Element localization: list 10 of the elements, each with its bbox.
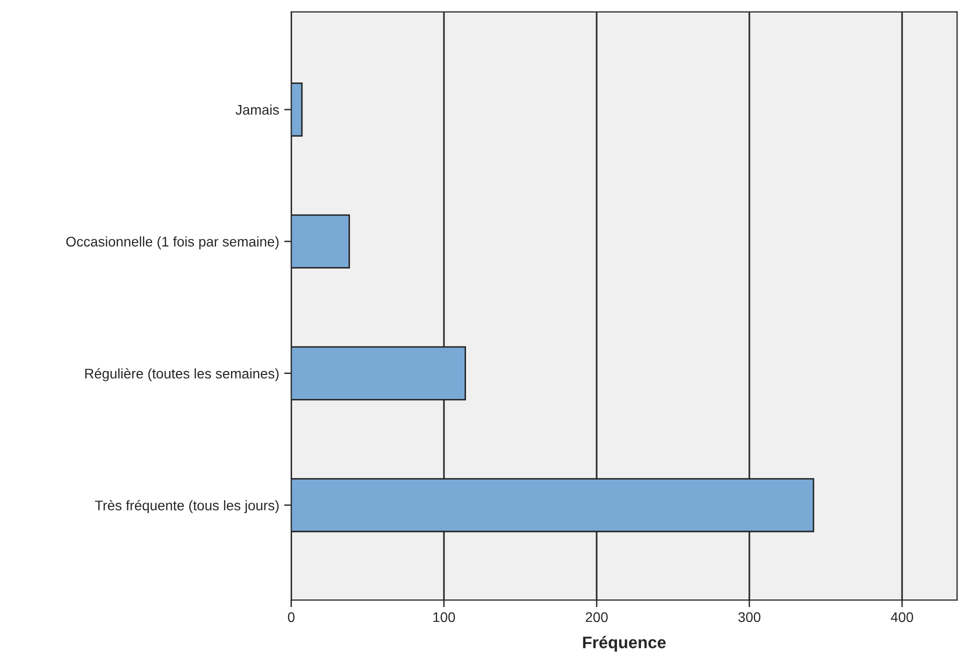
y-tick-label: Jamais	[236, 104, 279, 115]
y-tick-label: Très fréquente (tous les jours)	[95, 500, 279, 514]
x-tick-label: 400	[890, 612, 914, 622]
y-tick-label: Occasionnelle (1 fois par semaine)	[66, 236, 279, 250]
x-tick-label: 0	[288, 612, 295, 622]
x-tick-label: 100	[433, 612, 455, 622]
y-tick-label: Régulière (toutes les semaines)	[85, 368, 279, 382]
x-tick-label: 300	[738, 612, 760, 622]
x-axis-title: Fréquence	[583, 636, 666, 652]
x-tick-label: 200	[586, 612, 608, 622]
